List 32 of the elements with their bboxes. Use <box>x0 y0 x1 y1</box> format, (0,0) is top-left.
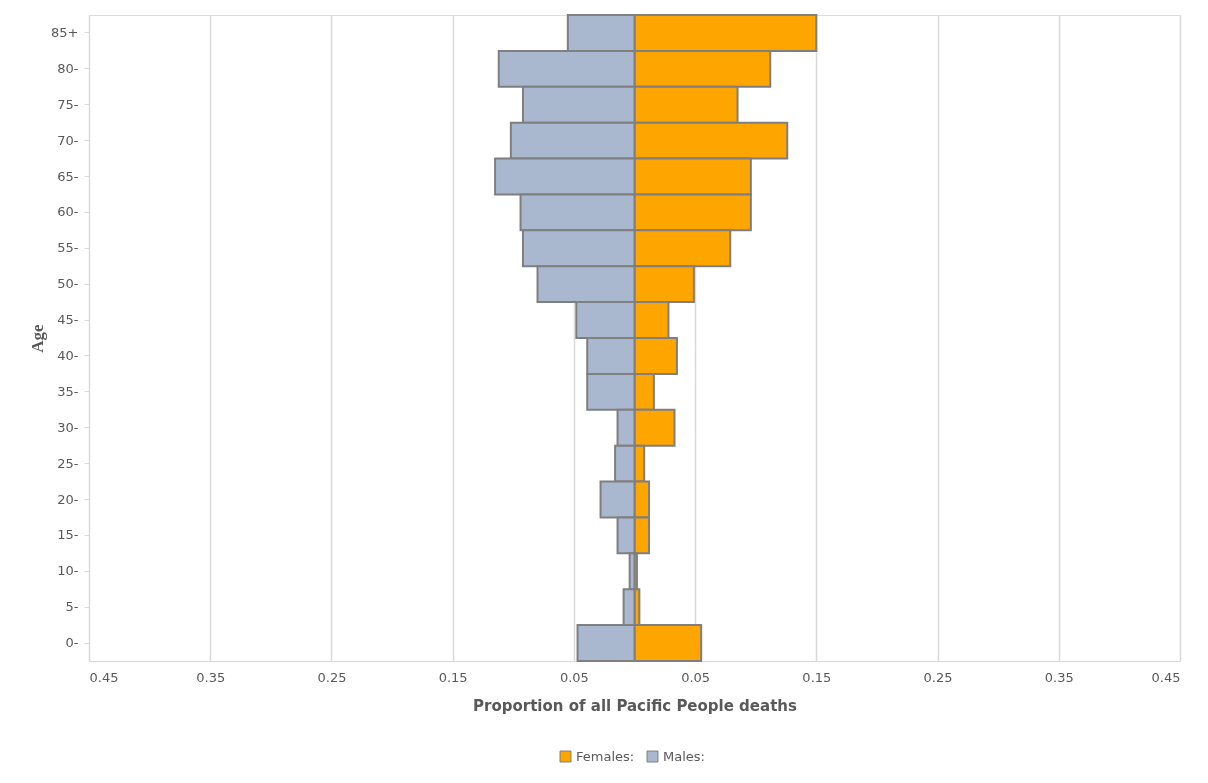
y-axis-title: Age <box>28 323 48 353</box>
y-tick-label: 40- <box>57 347 79 363</box>
x-tick-label: 0.25 <box>317 669 347 685</box>
y-tick-label: 50- <box>57 276 79 292</box>
y-tick-label: 30- <box>57 419 79 435</box>
y-tick-label: 45- <box>57 312 79 328</box>
y-tick-label: 80- <box>57 60 79 76</box>
y-tick-label: 65- <box>57 168 79 184</box>
legend-label: Males: <box>663 748 705 764</box>
y-tick-label: 5- <box>65 599 79 615</box>
x-tick-label: 0.05 <box>681 669 711 685</box>
x-tick-label: 0.15 <box>802 669 832 685</box>
y-tick-label: 35- <box>57 383 79 399</box>
x-tick-label: 0.35 <box>196 669 226 685</box>
y-tick-label: 55- <box>57 240 79 256</box>
x-tick-label: 0.45 <box>1151 669 1181 685</box>
x-tick-label: 0.25 <box>923 669 953 685</box>
y-tick-label: 60- <box>57 204 79 220</box>
x-tick-label: 0.15 <box>438 669 468 685</box>
y-tick-label: 25- <box>57 455 79 471</box>
x-tick-label: 0.35 <box>1044 669 1074 685</box>
y-tick-label: 20- <box>57 491 79 507</box>
y-tick-label: 85+ <box>51 24 79 40</box>
y-tick-label: 75- <box>57 96 79 112</box>
y-tick-label: 70- <box>57 132 79 148</box>
legend-label: Females: <box>576 748 635 764</box>
x-axis-title: Proportion of all Pacific People deaths <box>473 696 797 715</box>
y-tick-label: 10- <box>57 563 79 579</box>
y-tick-label: 0- <box>65 635 79 651</box>
x-tick-label: 0.05 <box>559 669 589 685</box>
y-tick-label: 15- <box>57 527 79 543</box>
x-tick-label: 0.45 <box>89 669 119 685</box>
